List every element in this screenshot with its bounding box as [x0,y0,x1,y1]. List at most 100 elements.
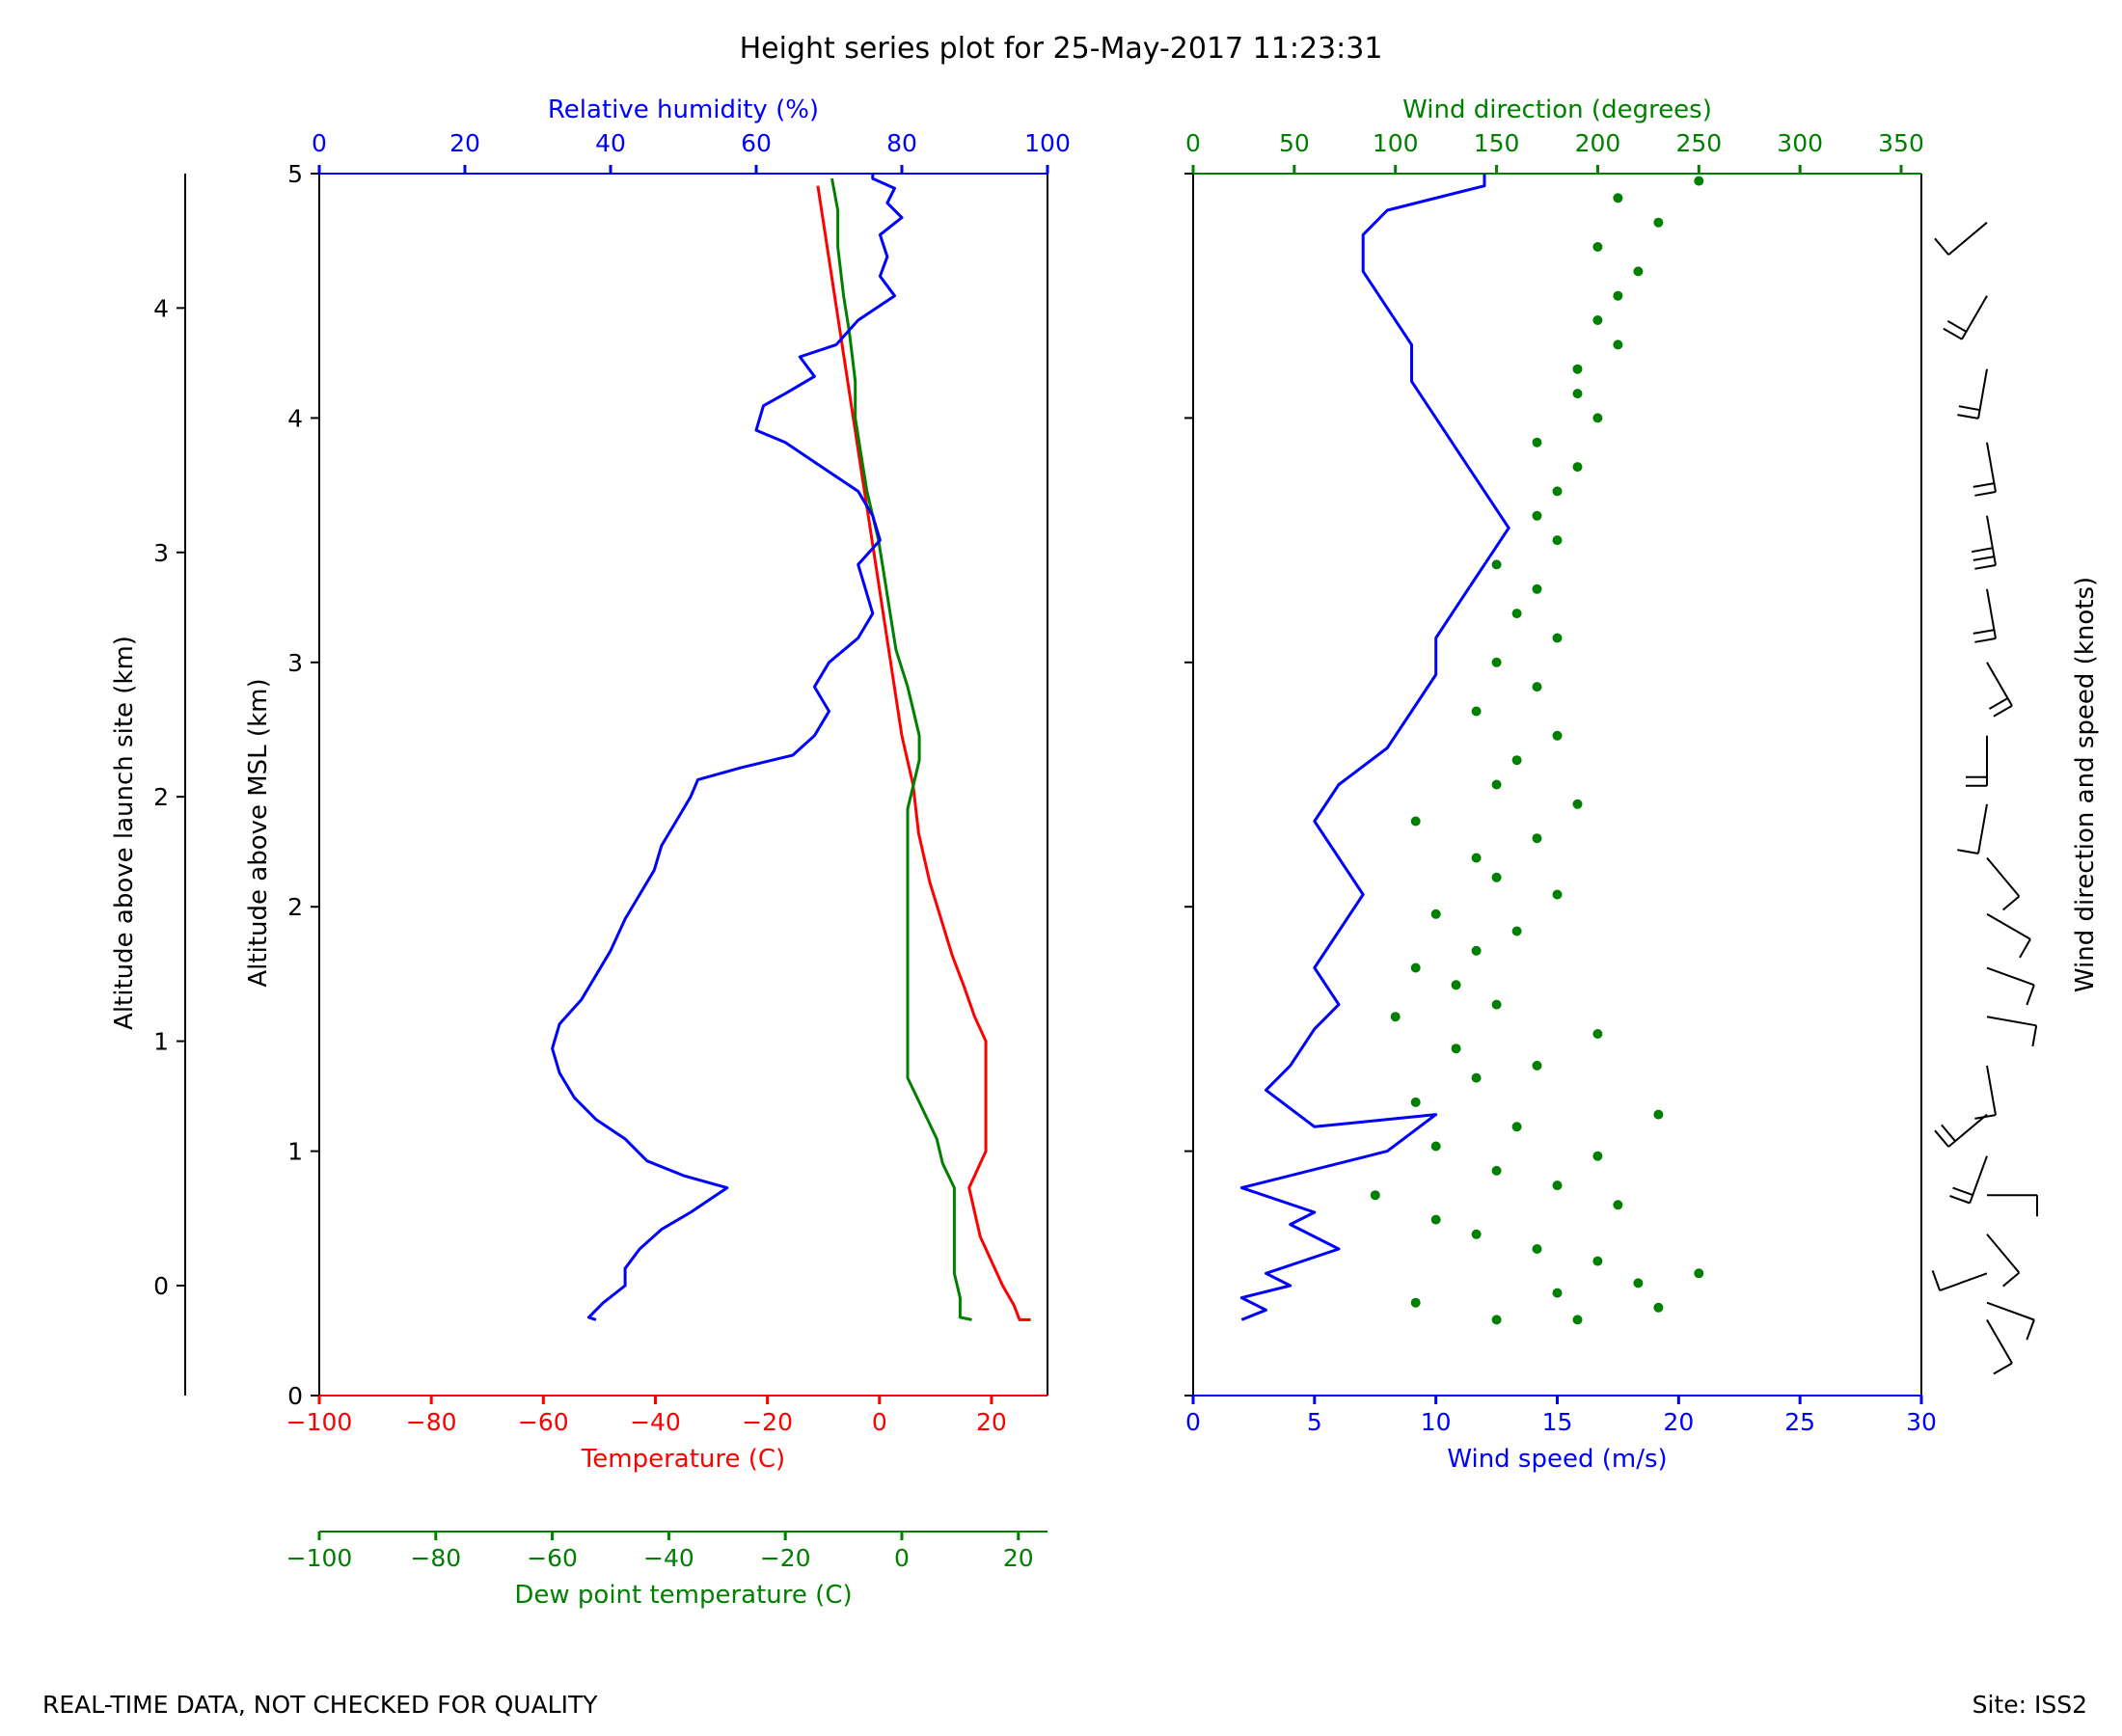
dewpoint-axis-label: Dew point temperature (C) [514,1581,852,1610]
wind-direction-point [1430,1214,1441,1225]
wind-direction-point [1572,389,1583,399]
wind-barb-shaft [1969,1155,1988,1204]
direction-axis-tick-label: 0 [1185,129,1201,157]
temperature-axis-tick-label: −40 [630,1408,681,1436]
wind-barb-flag [2019,938,2031,959]
rh-axis-tick-label: 0 [312,129,327,157]
direction-axis-tick-label: 250 [1675,129,1722,157]
footer-site-label: Site: ISS2 [1972,1691,2087,1719]
wind-barb-shaft [1986,1318,2013,1364]
wind-direction-point [1471,853,1482,863]
wind-direction-point [1552,633,1563,643]
wind-barb-flag [1974,1114,1997,1120]
wind-barb-flag [1974,491,1997,497]
temperature-axis-label: Temperature (C) [581,1445,785,1474]
launch-axis-tick-label: 1 [153,1028,169,1056]
speed-axis-tick-label: 10 [1421,1408,1452,1436]
wind-direction-point [1552,486,1563,497]
wind-barb-axis-label: Wind direction and speed (knots) [2071,577,2100,992]
wind-direction-point [1694,176,1704,186]
wind-direction-point [1451,980,1461,990]
wind-barb-flag [1957,849,1979,854]
wind-barb-flag [1934,237,1949,256]
dewpoint-axis-tick-label: −80 [410,1544,461,1572]
msl-axis-tick-label: 4 [287,404,303,432]
wind-direction-point [1613,1200,1623,1210]
wind-barb-shaft [1947,221,1988,256]
rh-axis-tick-label: 20 [449,129,480,157]
wind-direction-point [1552,730,1563,741]
wind-direction-point [1592,315,1603,325]
wind-direction-point [1532,833,1542,844]
wind-barb-flag [1993,1362,2013,1375]
speed-axis-tick-label: 25 [1784,1408,1815,1436]
wind-barb-shaft [1961,295,1988,340]
wind-barb-flag [1972,547,1994,554]
msl-axis-tick-label: 5 [287,160,303,188]
wind-direction-point [1370,1190,1380,1201]
direction-axis-tick-label: 350 [1878,129,1924,157]
direction-axis-label: Wind direction (degrees) [1402,95,1712,124]
wind-direction-point [1390,1012,1401,1022]
wind-direction-point [1552,1180,1563,1191]
msl-axis-tick-label: 3 [287,649,303,677]
speed-axis-tick-label: 5 [1307,1408,1322,1436]
wind-barb-shaft [1986,1065,1997,1116]
launch-axis-tick-label: 4 [153,294,169,322]
footer-quality-note: REAL-TIME DATA, NOT CHECKED FOR QUALITY [42,1691,598,1719]
wind-barb-flag [2031,1025,2038,1047]
rh-axis-tick-label: 80 [886,129,917,157]
wind-direction-point [1653,217,1664,228]
wind-barb-flag [2026,1319,2035,1341]
launch-axis-label: Altitude above launch site (km) [110,636,139,1030]
wind-direction-point [1451,1044,1461,1054]
figure-title: Height series plot for 25-May-2017 11:23… [740,32,1383,66]
wind-barb-shaft [1986,1016,2037,1027]
wind-barb-flag [1943,327,1963,340]
wind-direction-point [1532,1244,1542,1254]
direction-axis-tick-label: 150 [1474,129,1520,157]
wind-direction-point [1552,1288,1563,1298]
rh-line [551,174,904,1321]
wind-direction-point [1572,799,1583,809]
wind-direction-point [1410,1097,1421,1107]
speed-axis-tick-label: 0 [1185,1408,1201,1436]
wind-barb-flag [1957,414,1979,420]
wind-barb-shaft [1986,856,2021,898]
rh-axis-tick-label: 60 [741,129,772,157]
wind-barb-flag [1931,1270,1942,1291]
temperature-axis-tick-label: 20 [976,1408,1007,1436]
launch-axis-tick-label: 0 [153,1272,169,1300]
wind-speed-line [1239,174,1510,1321]
temperature-axis-tick-label: −20 [742,1408,793,1436]
wind-direction-point [1633,1278,1644,1288]
wind-direction-point [1572,462,1583,473]
wind-direction-point [1532,510,1542,521]
wind-barb-shaft [1986,1301,2035,1321]
wind-direction-point [1410,816,1421,827]
msl-axis-label: Altitude above MSL (km) [244,678,273,987]
wind-direction-point [1532,437,1542,448]
wind-direction-point [1511,609,1522,619]
wind-barb-flag [2001,1271,2021,1288]
wind-barb-flag [1972,629,1995,635]
wind-direction-point [1592,242,1603,252]
wind-direction-point [1592,1256,1603,1266]
wind-direction-point [1613,193,1623,203]
temperature-axis-tick-label: 0 [872,1408,887,1436]
wind-direction-point [1572,364,1583,374]
wind-direction-point [1572,1315,1583,1325]
direction-axis-tick-label: 100 [1373,129,1419,157]
wind-direction-point [1491,657,1502,667]
rh-axis-tick-label: 40 [595,129,626,157]
launch-axis-tick-label: 3 [153,539,169,567]
wind-direction-point [1532,1060,1542,1071]
wind-barb-shaft [1947,1113,1988,1148]
wind-direction-point [1653,1109,1664,1120]
dewpoint-axis-tick-label: −60 [527,1544,578,1572]
wind-barb-flag [1988,697,2008,710]
direction-axis-tick-label: 300 [1777,129,1823,157]
wind-direction-point [1511,926,1522,936]
